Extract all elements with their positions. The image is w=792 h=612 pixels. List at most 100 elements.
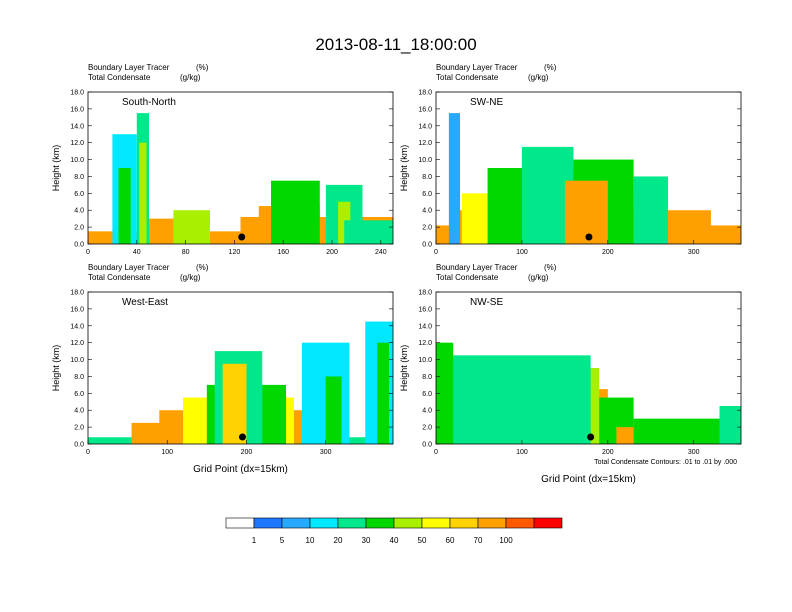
panel-title-line1: Boundary Layer Tracer [436, 263, 518, 272]
x-axis-label: Grid Point (dx=15km) [541, 474, 636, 485]
y-tick-label: 14.0 [418, 323, 432, 330]
colorbar-swatch [337, 517, 367, 529]
location-marker [585, 233, 593, 241]
panel-label: SW-NE [470, 97, 503, 108]
x-tick-label: 200 [602, 449, 614, 456]
x-tick-label: 120 [229, 249, 241, 256]
tracer-plume-8 [448, 113, 461, 244]
colorbar-label: 60 [446, 536, 455, 545]
panels-layer: Boundary Layer Tracer (%) Total Condensate… [51, 63, 742, 485]
tracer-plume-3 [271, 180, 320, 244]
y-tick-label: 6.0 [422, 191, 432, 198]
tracer-plume-7 [118, 168, 131, 244]
panel-title-unit1: (%) [196, 263, 209, 272]
x-tick-label: 100 [161, 449, 173, 456]
y-tick-label: 2.0 [422, 425, 432, 432]
location-marker [238, 233, 246, 241]
panel-label: South-North [122, 97, 176, 108]
colorbar-swatch [505, 517, 535, 529]
y-tick-label: 12.0 [70, 340, 84, 347]
y-tick-label: 10.0 [70, 357, 84, 364]
x-tick-label: 160 [277, 249, 289, 256]
x-tick-label: 40 [133, 249, 141, 256]
y-tick-label: 4.0 [74, 208, 84, 215]
location-marker [587, 433, 595, 441]
y-tick-label: 8.0 [422, 374, 432, 381]
colorbar-label: 1 [252, 536, 257, 545]
panel-title-unit2: (g/kg) [180, 273, 201, 282]
x-tick-label: 300 [688, 249, 700, 256]
y-tick-label: 8.0 [74, 374, 84, 381]
y-axis-label: Height (km) [51, 145, 61, 192]
panel-title-line1: Boundary Layer Tracer [436, 63, 518, 72]
x-tick-label: 0 [434, 249, 438, 256]
location-marker [238, 433, 246, 441]
footnote: Total Condensate Contours: .01 to .01 by… [594, 459, 737, 466]
colorbar: 1 5 10 20 30 40 50 60 70 100 [225, 517, 563, 545]
y-tick-label: 14.0 [70, 323, 84, 330]
y-axis-label: Height (km) [51, 345, 61, 392]
tracer-plume-4 [436, 342, 454, 444]
y-tick-label: 12.0 [70, 140, 84, 147]
colorbar-swatch [393, 517, 423, 529]
plot-frame [87, 291, 394, 445]
y-tick-label: 6.0 [74, 391, 84, 398]
colorbar-label: 50 [418, 536, 427, 545]
panel-title-line2: Total Condensate [436, 73, 499, 82]
y-tick-label: 4.0 [422, 408, 432, 415]
y-tick-label: 2.0 [74, 425, 84, 432]
y-tick-label: 0.0 [74, 442, 84, 449]
y-tick-label: 10.0 [418, 357, 432, 364]
y-tick-label: 2.0 [74, 225, 84, 232]
x-tick-label: 0 [434, 449, 438, 456]
y-tick-label: 14.0 [418, 123, 432, 130]
plot-frame [435, 291, 742, 445]
panel-title-unit2: (g/kg) [528, 273, 549, 282]
panel-title-line2: Total Condensate [436, 273, 499, 282]
panel-title-unit1: (%) [196, 63, 209, 72]
y-tick-label: 8.0 [74, 174, 84, 181]
tracer-plume-7 [633, 176, 668, 244]
chart-panel-south-north: Boundary Layer Tracer (%) Total Condensate… [51, 63, 394, 256]
panel-title-line1: Boundary Layer Tracer [88, 63, 170, 72]
x-tick-label: 100 [516, 449, 528, 456]
y-tick-label: 18.0 [418, 90, 432, 97]
x-tick-label: 100 [516, 249, 528, 256]
x-tick-label: 240 [375, 249, 387, 256]
y-tick-label: 8.0 [422, 174, 432, 181]
tracer-plume-3 [436, 355, 591, 444]
y-tick-label: 12.0 [418, 340, 432, 347]
y-axis-label: Height (km) [399, 345, 409, 392]
y-tick-label: 16.0 [418, 306, 432, 313]
chart-panel-nw-se: Boundary Layer Tracer (%) Total Condensate… [399, 263, 742, 485]
colorbar-swatch [253, 517, 283, 529]
y-tick-label: 16.0 [418, 106, 432, 113]
panel-title-unit2: (g/kg) [180, 73, 201, 82]
chart-panel-west-east: Boundary Layer Tracer (%) Total Condensate… [51, 263, 394, 475]
panel-label: West-East [122, 297, 168, 308]
y-tick-label: 18.0 [418, 290, 432, 297]
colorbar-label: 30 [362, 536, 371, 545]
colorbar-swatch [309, 517, 339, 529]
y-tick-label: 14.0 [70, 123, 84, 130]
colorbar-swatch [365, 517, 395, 529]
figure-title: 2013-08-11_18:00:00 [315, 35, 476, 54]
x-tick-label: 300 [688, 449, 700, 456]
x-tick-label: 80 [182, 249, 190, 256]
colorbar-label: 5 [280, 536, 285, 545]
panel-title-unit1: (%) [544, 63, 557, 72]
colorbar-label: 70 [474, 536, 483, 545]
tracer-plume-12 [344, 220, 393, 244]
y-tick-label: 4.0 [74, 408, 84, 415]
y-tick-label: 6.0 [74, 191, 84, 198]
tracer-plume-10 [377, 342, 390, 444]
x-tick-label: 0 [86, 249, 90, 256]
y-tick-label: 4.0 [422, 208, 432, 215]
x-axis-label: Grid Point (dx=15km) [193, 464, 288, 475]
tracer-plume-6 [564, 180, 608, 244]
colorbar-swatch [225, 517, 255, 529]
colorbar-label: 20 [334, 536, 343, 545]
tracer-plume-9 [139, 142, 147, 244]
x-tick-label: 200 [326, 249, 338, 256]
